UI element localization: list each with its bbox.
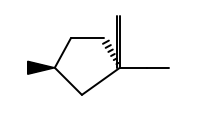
Polygon shape bbox=[28, 61, 55, 74]
